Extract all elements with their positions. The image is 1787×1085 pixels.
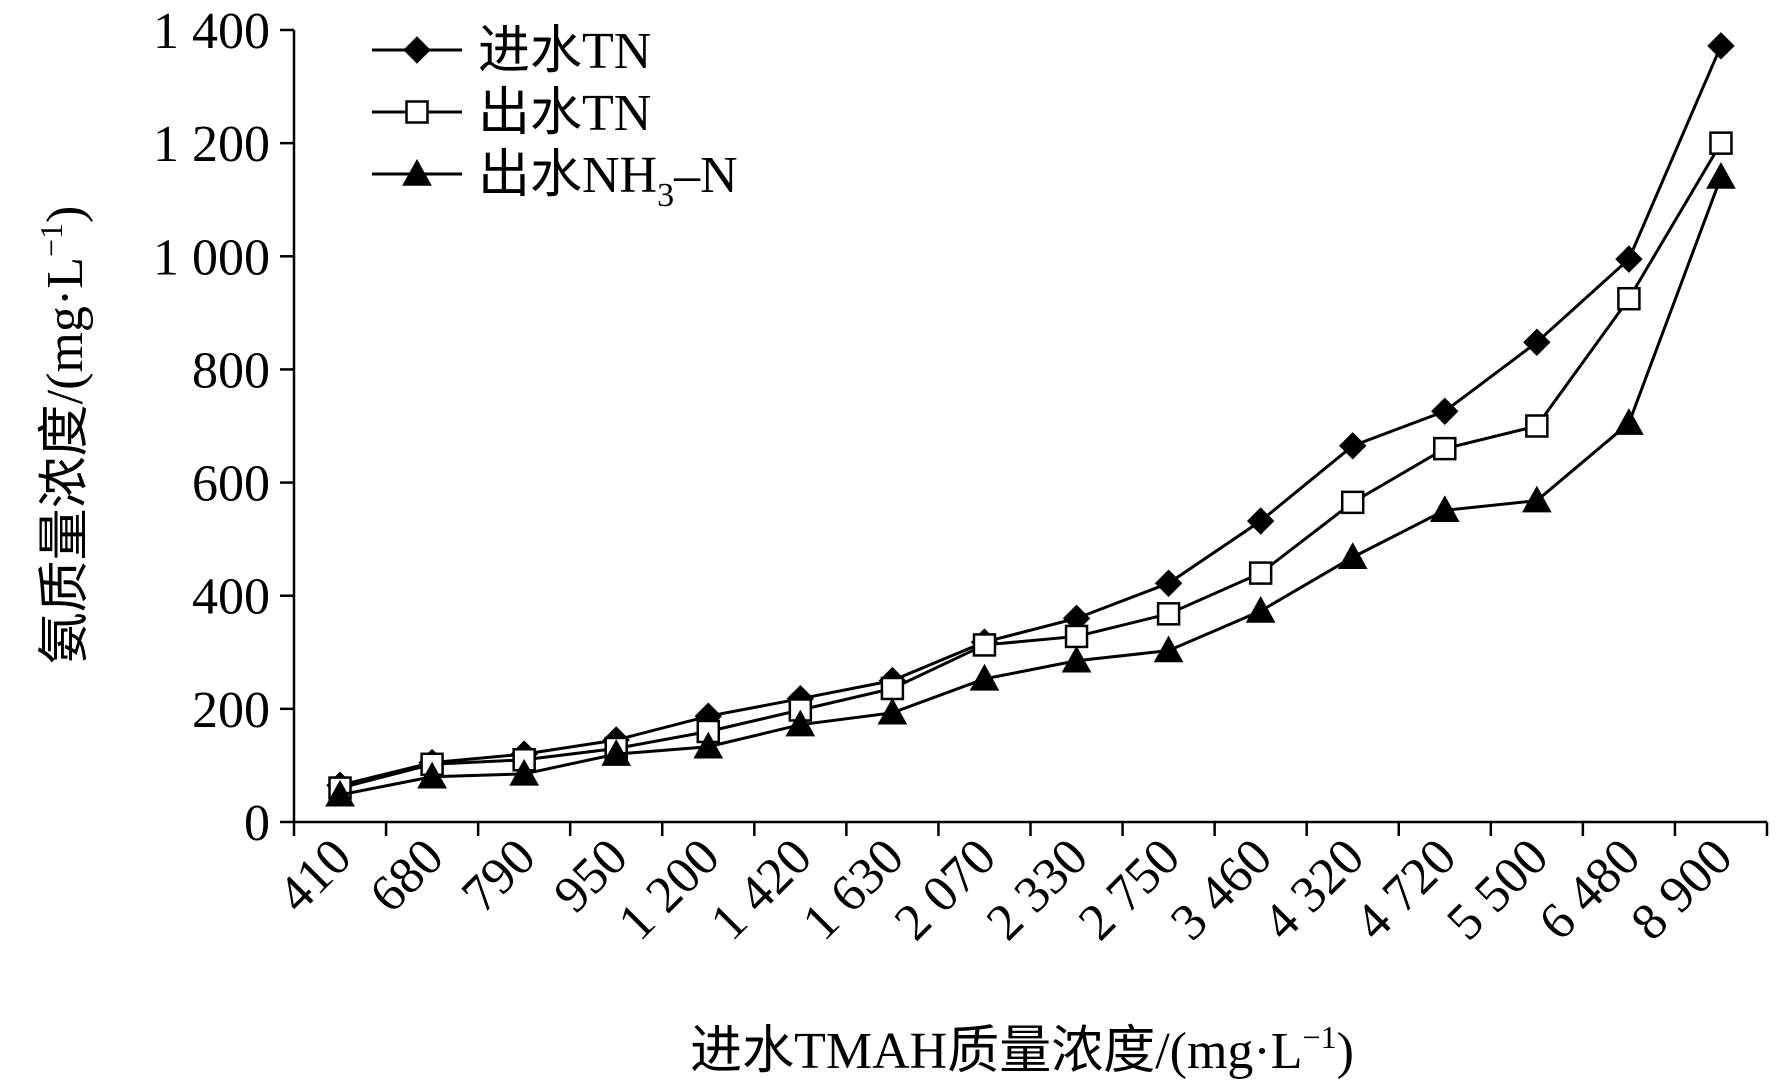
data-point	[1061, 645, 1092, 673]
y-axis-title: 氨质量浓度/(mg·L−1)	[33, 206, 94, 665]
data-point	[325, 779, 355, 807]
series-3	[325, 162, 1736, 807]
data-point	[601, 739, 632, 766]
legend-item-3: 出水NH3–N	[372, 147, 738, 214]
x-tick-label: 1 630	[792, 828, 915, 951]
x-tick-label: 6 480	[1528, 828, 1651, 951]
data-point	[509, 758, 540, 786]
data-point	[1706, 162, 1736, 189]
data-point	[1064, 624, 1089, 649]
y-tick-label: 200	[192, 682, 270, 739]
legend-label: 出水NH3–N	[478, 147, 738, 214]
x-tick-label: 410	[267, 828, 362, 923]
x-axis-title: 进水TMAH质量浓度/(mg·L−1)	[690, 1019, 1354, 1080]
data-point	[693, 731, 724, 759]
data-point	[1707, 32, 1735, 60]
data-point	[877, 697, 908, 725]
y-tick-label: 1 000	[153, 229, 270, 286]
data-point	[972, 633, 997, 657]
y-tick-label: 1 400	[153, 3, 270, 60]
x-tick-label: 2 070	[884, 828, 1007, 951]
series-line	[339, 45, 1723, 787]
y-tick-label: 400	[192, 569, 270, 626]
data-point	[1245, 595, 1276, 623]
x-tick-label: 5 500	[1436, 828, 1559, 951]
data-point	[1525, 414, 1549, 438]
data-point	[1523, 328, 1551, 356]
legend-marker	[402, 158, 432, 186]
x-tick-label: 1 200	[608, 828, 731, 951]
data-point	[1156, 602, 1181, 626]
y-axis-ticks: 0 200 400 600 800 1 000 1 200 1 400	[153, 3, 294, 852]
legend-item-1: 进水TN	[372, 23, 651, 80]
x-tick-label: 4 720	[1344, 828, 1467, 951]
series-line	[339, 142, 1723, 790]
x-tick-label: 790	[451, 828, 546, 923]
data-point	[1617, 286, 1641, 311]
legend-label: 进水TN	[478, 23, 651, 80]
data-point	[785, 709, 816, 737]
data-point	[1433, 436, 1457, 461]
data-point	[1431, 397, 1459, 425]
x-tick-label: 1 420	[700, 828, 823, 951]
data-point	[417, 761, 447, 789]
data-point	[1615, 245, 1643, 273]
data-point	[1521, 485, 1552, 513]
x-tick-label: 3 460	[1160, 828, 1283, 951]
x-tick-label: 680	[359, 828, 454, 923]
data-point	[969, 663, 1000, 691]
data-point	[1709, 131, 1733, 155]
x-tick-label: 2 750	[1068, 828, 1191, 951]
data-point	[880, 676, 905, 701]
series-group	[325, 32, 1736, 807]
series-2	[328, 131, 1733, 800]
data-point	[1337, 542, 1368, 569]
data-point	[1153, 635, 1184, 663]
legend-marker	[403, 36, 431, 64]
legend-marker	[405, 100, 429, 124]
y-tick-label: 800	[192, 342, 270, 399]
data-point	[1154, 569, 1183, 597]
series-line	[339, 176, 1723, 797]
legend-label: 出水TN	[478, 85, 651, 142]
y-tick-label: 1 200	[153, 116, 270, 173]
data-point	[1248, 561, 1273, 585]
data-point	[1339, 432, 1367, 460]
data-point	[1340, 490, 1365, 515]
x-tick-label: 4 320	[1252, 828, 1375, 951]
data-point	[1246, 507, 1275, 535]
x-tick-label: 8 900	[1620, 828, 1743, 951]
y-tick-label: 600	[192, 456, 270, 513]
data-point	[1429, 495, 1460, 522]
y-tick-label: 0	[244, 795, 270, 852]
data-point	[1614, 408, 1644, 435]
legend-item-2: 出水TN	[372, 85, 651, 142]
x-tick-label: 2 330	[976, 828, 1099, 951]
